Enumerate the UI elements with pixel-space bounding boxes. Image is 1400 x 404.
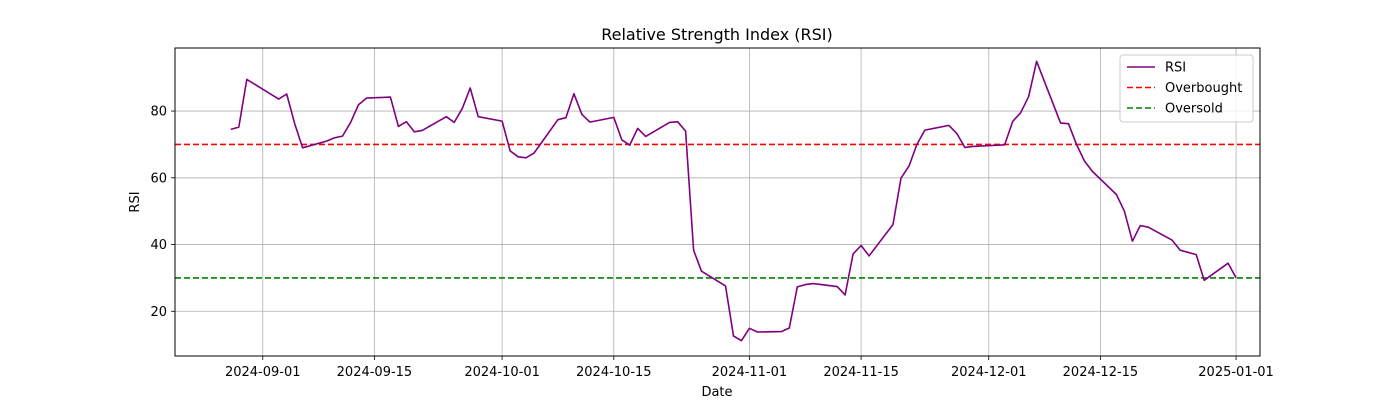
y-tick-label: 80 — [150, 105, 167, 120]
plot-area-frame — [174, 47, 1261, 357]
x-tick-label: 2024-12-15 — [1063, 365, 1139, 380]
chart-title: Relative Strength Index (RSI) — [601, 25, 833, 44]
y-tick-label: 20 — [150, 305, 167, 320]
rsi-line — [230, 60, 1237, 342]
x-tick-label: 2024-11-01 — [712, 365, 788, 380]
x-tick-label: 2024-10-15 — [576, 365, 652, 380]
x-axis-label: Date — [701, 385, 732, 400]
grid — [175, 48, 1260, 356]
x-tick-label: 2024-10-01 — [464, 365, 540, 380]
x-tick-label: 2024-09-01 — [225, 365, 301, 380]
x-tick-label: 2024-12-01 — [951, 365, 1027, 380]
y-axis-label: RSI — [128, 191, 143, 212]
legend-box — [1119, 54, 1254, 123]
reference-lines — [175, 143, 1260, 279]
x-tick-label: 2025-01-01 — [1198, 365, 1274, 380]
legend-label-oversold: Oversold — [1165, 102, 1223, 117]
legend-label-overbought: Overbought — [1165, 81, 1242, 96]
y-tick-label: 60 — [150, 171, 167, 186]
y-tick-label: 40 — [150, 238, 167, 253]
x-tick-label: 2024-11-15 — [823, 365, 899, 380]
legend-label-rsi: RSI — [1165, 61, 1186, 76]
x-tick-label: 2024-09-15 — [337, 365, 413, 380]
x-axis: 2024-09-01 2024-09-15 2024-10-01 2024-10-15… — [225, 356, 1274, 380]
legend: RSI Overbought Oversold — [1119, 54, 1254, 123]
series-layer — [230, 60, 1237, 342]
y-axis: 20 40 60 80 — [150, 105, 175, 320]
